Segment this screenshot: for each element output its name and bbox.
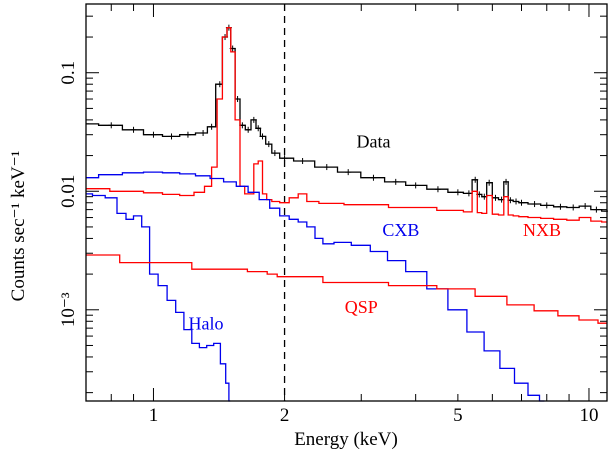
y-axis-title: Counts sec⁻¹ keV⁻¹ — [8, 150, 29, 301]
label-halo: Halo — [188, 314, 223, 334]
axis-ticks — [85, 4, 607, 401]
x-tick-label: 10 — [579, 405, 598, 426]
series-layer — [86, 24, 608, 402]
series-model-1-line — [86, 27, 607, 223]
label-qsp: QSP — [345, 297, 378, 317]
series-data-line — [86, 27, 607, 212]
series-cxb-line — [86, 171, 545, 402]
series-qsp-line — [86, 254, 607, 324]
x-axis-title: Energy (keV) — [294, 429, 398, 450]
x-tick-label: 5 — [453, 405, 463, 426]
x-tick-label: 2 — [280, 405, 290, 426]
y-tick-label: 0.1 — [58, 61, 79, 85]
axis-tick-labels: 1 2 5 10 10⁻³ 0.01 0.1 — [58, 61, 598, 426]
label-cxb: CXB — [382, 220, 419, 240]
annotations: Data CXB NXB QSP Halo — [188, 131, 561, 333]
label-nxb: NXB — [523, 220, 561, 240]
x-tick-label: 1 — [149, 405, 159, 426]
series-halo-line — [86, 193, 231, 402]
y-tick-label: 10⁻³ — [58, 292, 79, 327]
plot-frame — [85, 3, 608, 402]
y-tick-label: 0.01 — [58, 175, 79, 208]
label-data: Data — [356, 131, 390, 151]
